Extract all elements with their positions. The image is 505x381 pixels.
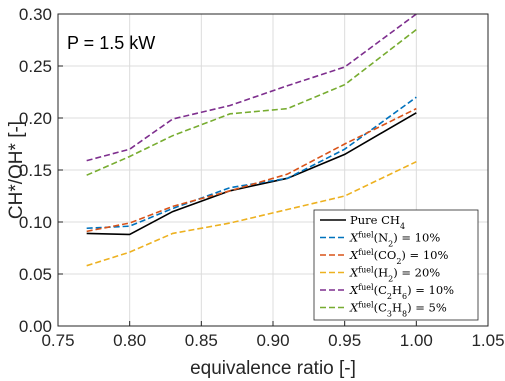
x-tick-label: 1.05 [471,331,504,350]
legend-entry: Xfuel(CO2) = 10% [349,248,448,266]
x-tick-label: 0.75 [41,331,74,350]
power-annotation: P = 1.5 kW [67,33,155,53]
x-tick-label: 1.00 [400,331,433,350]
y-tick-label: 0.00 [19,317,52,336]
x-tick-label: 0.95 [328,331,361,350]
y-tick-label: 0.30 [19,5,52,24]
x-tick-label: 0.90 [256,331,289,350]
series-line [86,13,417,162]
legend-entry: Xfuel(C2H6) = 10% [349,283,454,301]
x-tick-label: 0.85 [185,331,218,350]
y-tick-label: 0.20 [19,109,52,128]
series-layer [86,13,417,267]
series-line [86,160,417,267]
tick-marks [57,13,489,327]
y-tick-label: 0.15 [19,161,52,180]
legend-entry: Xfuel(N2) = 10% [349,230,440,248]
series-line [86,107,417,233]
series-line [86,96,417,230]
y-tick-label: 0.25 [19,57,52,76]
y-tick-label: 0.10 [19,213,52,232]
y-tick-label: 0.05 [19,265,52,284]
x-tick-label: 0.80 [113,331,146,350]
x-axis-label: equivalence ratio [-] [190,358,356,379]
y-axis-label: CH*/OH* [-] [6,121,27,219]
legend-entry: Pure CH4 [350,213,405,231]
legend-entry: Xfuel(C3H8) = 5% [349,300,447,318]
legend-box [313,209,479,321]
series-line [86,28,417,176]
legend-entry: Xfuel(H2) = 20% [349,265,440,283]
y-tick-labels: 0.00 0.05 0.10 0.15 0.20 0.25 0.30 [19,5,52,336]
x-tick-labels: 0.75 0.80 0.85 0.90 0.95 1.00 1.05 [41,331,504,350]
